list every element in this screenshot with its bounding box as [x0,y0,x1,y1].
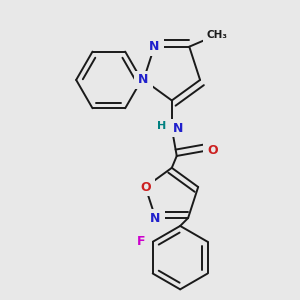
Text: H: H [157,121,167,131]
Bar [134,71,153,89]
Bar [153,119,175,137]
Bar [203,142,221,160]
Text: O: O [207,145,218,158]
Bar [134,233,152,251]
Text: N: N [138,74,149,86]
Text: N: N [173,122,183,135]
Text: N: N [150,212,161,224]
Text: O: O [140,181,151,194]
Bar [203,24,231,46]
Bar [136,178,155,196]
Text: N: N [149,40,160,53]
Text: F: F [136,235,145,248]
Text: CH₃: CH₃ [206,30,227,40]
Bar [146,209,165,227]
Bar [144,38,164,56]
